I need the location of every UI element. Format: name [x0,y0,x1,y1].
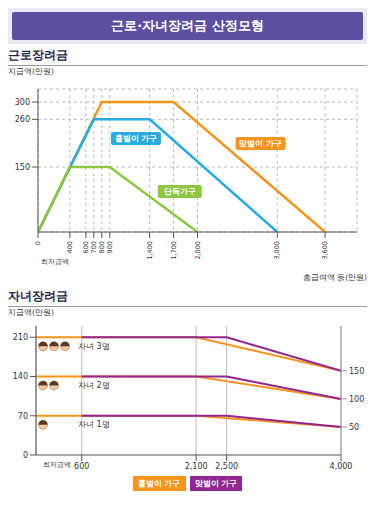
svg-text:70: 70 [18,412,28,421]
svg-text:140: 140 [13,372,28,381]
svg-text:300: 300 [15,98,30,107]
svg-text:1,700: 1,700 [170,241,178,260]
svg-text:900: 900 [106,241,114,253]
svg-text:600: 600 [82,241,90,253]
svg-text:2,100: 2,100 [185,462,208,471]
svg-text:50: 50 [349,423,359,432]
svg-text:210: 210 [13,333,28,342]
svg-text:1,400: 1,400 [146,241,154,260]
svg-text:자녀 1명: 자녀 1명 [78,420,110,429]
svg-text:0: 0 [34,241,42,245]
svg-text:700: 700 [90,241,98,253]
svg-text:4,000: 4,000 [330,462,353,471]
svg-text:600: 600 [74,462,89,471]
svg-text:150: 150 [349,367,364,376]
svg-text:260: 260 [15,115,30,124]
html-text:자녀장려금: 자녀장려금 [8,289,68,303]
svg-text:400: 400 [66,241,74,253]
svg-text:홑벌이 가구: 홑벌이 가구 [115,134,158,143]
html-text:최저금액: 최저금액 [41,258,69,266]
svg-text:2,000: 2,000 [194,241,202,260]
html-text:맞벌이 가구: 맞벌이 가구 [194,479,238,488]
svg-text:100: 100 [349,395,364,404]
html-text:지급액(만원): 지급액(만원) [8,67,54,76]
svg-text:3,000: 3,000 [273,241,281,260]
html-text:근로장려금: 근로장려금 [8,48,68,62]
html-text:근로·자녀장려금 산정모형: 근로·자녀장려금 산정모형 [111,18,264,33]
svg-text:2,500: 2,500 [215,462,238,471]
html-text:총급여액 등(만원): 총급여액 등(만원) [302,273,367,282]
svg-text:3,600: 3,600 [321,241,329,260]
svg-text:맞벌이 가구: 맞벌이 가구 [239,139,282,148]
svg-text:800: 800 [98,241,106,253]
html-text:최저금액: 최저금액 [43,461,71,469]
html-text:홑벌이 가구: 홑벌이 가구 [137,479,181,488]
svg-text:0: 0 [23,451,28,460]
html-text:지급액(만원): 지급액(만원) [8,308,54,317]
svg-text:150: 150 [15,163,30,172]
svg-text:단독가구: 단독가구 [164,187,196,196]
svg-text:자녀 2명: 자녀 2명 [78,381,110,390]
svg-text:자녀 3명: 자녀 3명 [78,342,110,351]
